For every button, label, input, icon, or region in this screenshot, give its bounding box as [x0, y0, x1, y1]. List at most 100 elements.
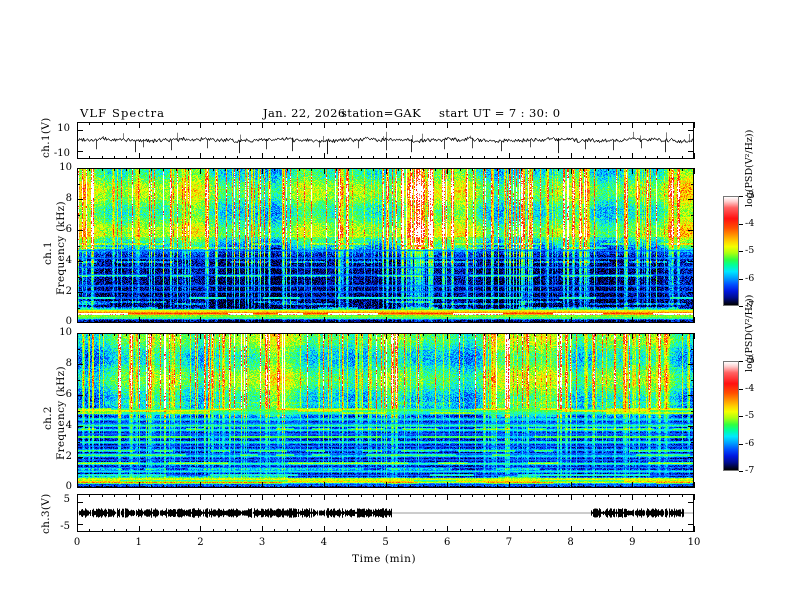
ch1-colorbar-tick-label: -3 — [745, 190, 755, 201]
ch1-colorbar-tick — [739, 251, 743, 252]
x-minor-tick — [237, 529, 239, 532]
x-major-tick — [570, 168, 572, 174]
x-minor-tick — [496, 168, 498, 171]
ch1-freq-major-tick — [688, 168, 694, 169]
x-minor-tick — [89, 320, 91, 323]
x-major-tick — [323, 494, 325, 500]
x-major-tick — [385, 317, 387, 323]
x-minor-tick — [558, 320, 560, 323]
x-minor-tick — [471, 485, 473, 488]
x-minor-tick — [237, 156, 239, 159]
x-minor-tick — [533, 320, 535, 323]
x-minor-tick — [286, 320, 288, 323]
ch2-freq-minor-tick — [77, 410, 80, 412]
ch2-freq-minor-tick — [691, 348, 694, 350]
x-minor-tick — [595, 485, 597, 488]
ch1-freq-minor-tick — [77, 307, 80, 309]
x-minor-tick — [595, 122, 597, 125]
x-major-tick — [632, 494, 634, 500]
x-minor-tick — [114, 485, 116, 488]
x-minor-tick — [373, 320, 375, 323]
x-major-tick — [570, 526, 572, 532]
x-major-tick — [694, 153, 695, 159]
x-minor-tick — [126, 333, 128, 336]
x-minor-tick — [89, 485, 91, 488]
x-minor-tick — [274, 156, 276, 159]
x-major-tick — [385, 482, 387, 488]
x-major-tick — [138, 317, 140, 323]
x-minor-tick — [274, 494, 276, 497]
x-minor-tick — [151, 320, 153, 323]
x-minor-tick — [471, 168, 473, 171]
x-minor-tick — [212, 320, 214, 323]
x-minor-tick — [336, 529, 338, 532]
x-minor-tick — [434, 333, 436, 336]
x-minor-tick — [373, 529, 375, 532]
ch1-freq-minor-tick — [77, 276, 80, 278]
x-minor-tick — [175, 529, 177, 532]
x-minor-tick — [163, 168, 165, 171]
x-minor-tick — [126, 485, 128, 488]
ch1-freq-minor-tick — [691, 307, 694, 309]
x-minor-tick — [348, 122, 350, 125]
x-minor-tick — [644, 333, 646, 336]
x-minor-tick — [422, 156, 424, 159]
x-minor-tick — [360, 122, 362, 125]
x-minor-tick — [89, 529, 91, 532]
x-minor-tick — [373, 485, 375, 488]
x-minor-tick — [533, 122, 535, 125]
ch2-colorbar-tick — [739, 471, 743, 472]
x-minor-tick — [274, 485, 276, 488]
x-minor-tick — [311, 529, 313, 532]
x-minor-tick — [212, 122, 214, 125]
figure-title: VLF Spectra — [80, 106, 166, 120]
ch1-colorbar-tick-label: -6 — [745, 272, 755, 284]
x-minor-tick — [286, 122, 288, 125]
x-major-tick — [323, 122, 325, 128]
x-minor-tick — [558, 485, 560, 488]
x-minor-tick — [348, 529, 350, 532]
ch1-freq-major-tick — [77, 292, 83, 293]
x-minor-tick — [533, 333, 535, 336]
x-major-tick — [694, 168, 695, 174]
x-minor-tick — [595, 320, 597, 323]
x-minor-tick — [274, 122, 276, 125]
x-minor-tick — [126, 320, 128, 323]
ch1-freq-tick-label: 2 — [65, 286, 72, 297]
x-minor-tick — [188, 320, 190, 323]
x-minor-tick — [397, 333, 399, 336]
x-minor-tick — [484, 494, 486, 497]
x-minor-tick — [410, 485, 412, 488]
ch1-colorbar-tick — [739, 306, 743, 307]
x-minor-tick — [188, 168, 190, 171]
x-minor-tick — [607, 494, 609, 497]
x-major-tick — [632, 168, 634, 174]
x-minor-tick — [225, 320, 227, 323]
x-major-tick — [323, 482, 325, 488]
x-tick-label: 8 — [567, 537, 574, 548]
x-minor-tick — [249, 333, 251, 336]
x-minor-tick — [644, 485, 646, 488]
ch1-freq-major-tick — [77, 168, 83, 169]
x-minor-tick — [681, 122, 683, 125]
x-minor-tick — [225, 156, 227, 159]
x-minor-tick — [545, 320, 547, 323]
x-minor-tick — [619, 333, 621, 336]
ch2-colorbar-tick — [739, 416, 743, 417]
ch1-freq-tick-label: 6 — [65, 224, 72, 235]
ch1-freq-major-tick — [688, 199, 694, 200]
x-minor-tick — [225, 529, 227, 532]
x-minor-tick — [669, 485, 671, 488]
x-minor-tick — [545, 168, 547, 171]
x-minor-tick — [212, 333, 214, 336]
x-major-tick — [138, 168, 140, 174]
x-minor-tick — [410, 333, 412, 336]
x-major-tick — [138, 333, 140, 339]
x-major-tick — [570, 317, 572, 323]
x-major-tick — [200, 482, 202, 488]
x-major-tick — [508, 122, 510, 128]
x-major-tick — [694, 494, 695, 500]
x-minor-tick — [101, 494, 103, 497]
x-minor-tick — [89, 333, 91, 336]
x-major-tick — [200, 494, 202, 500]
